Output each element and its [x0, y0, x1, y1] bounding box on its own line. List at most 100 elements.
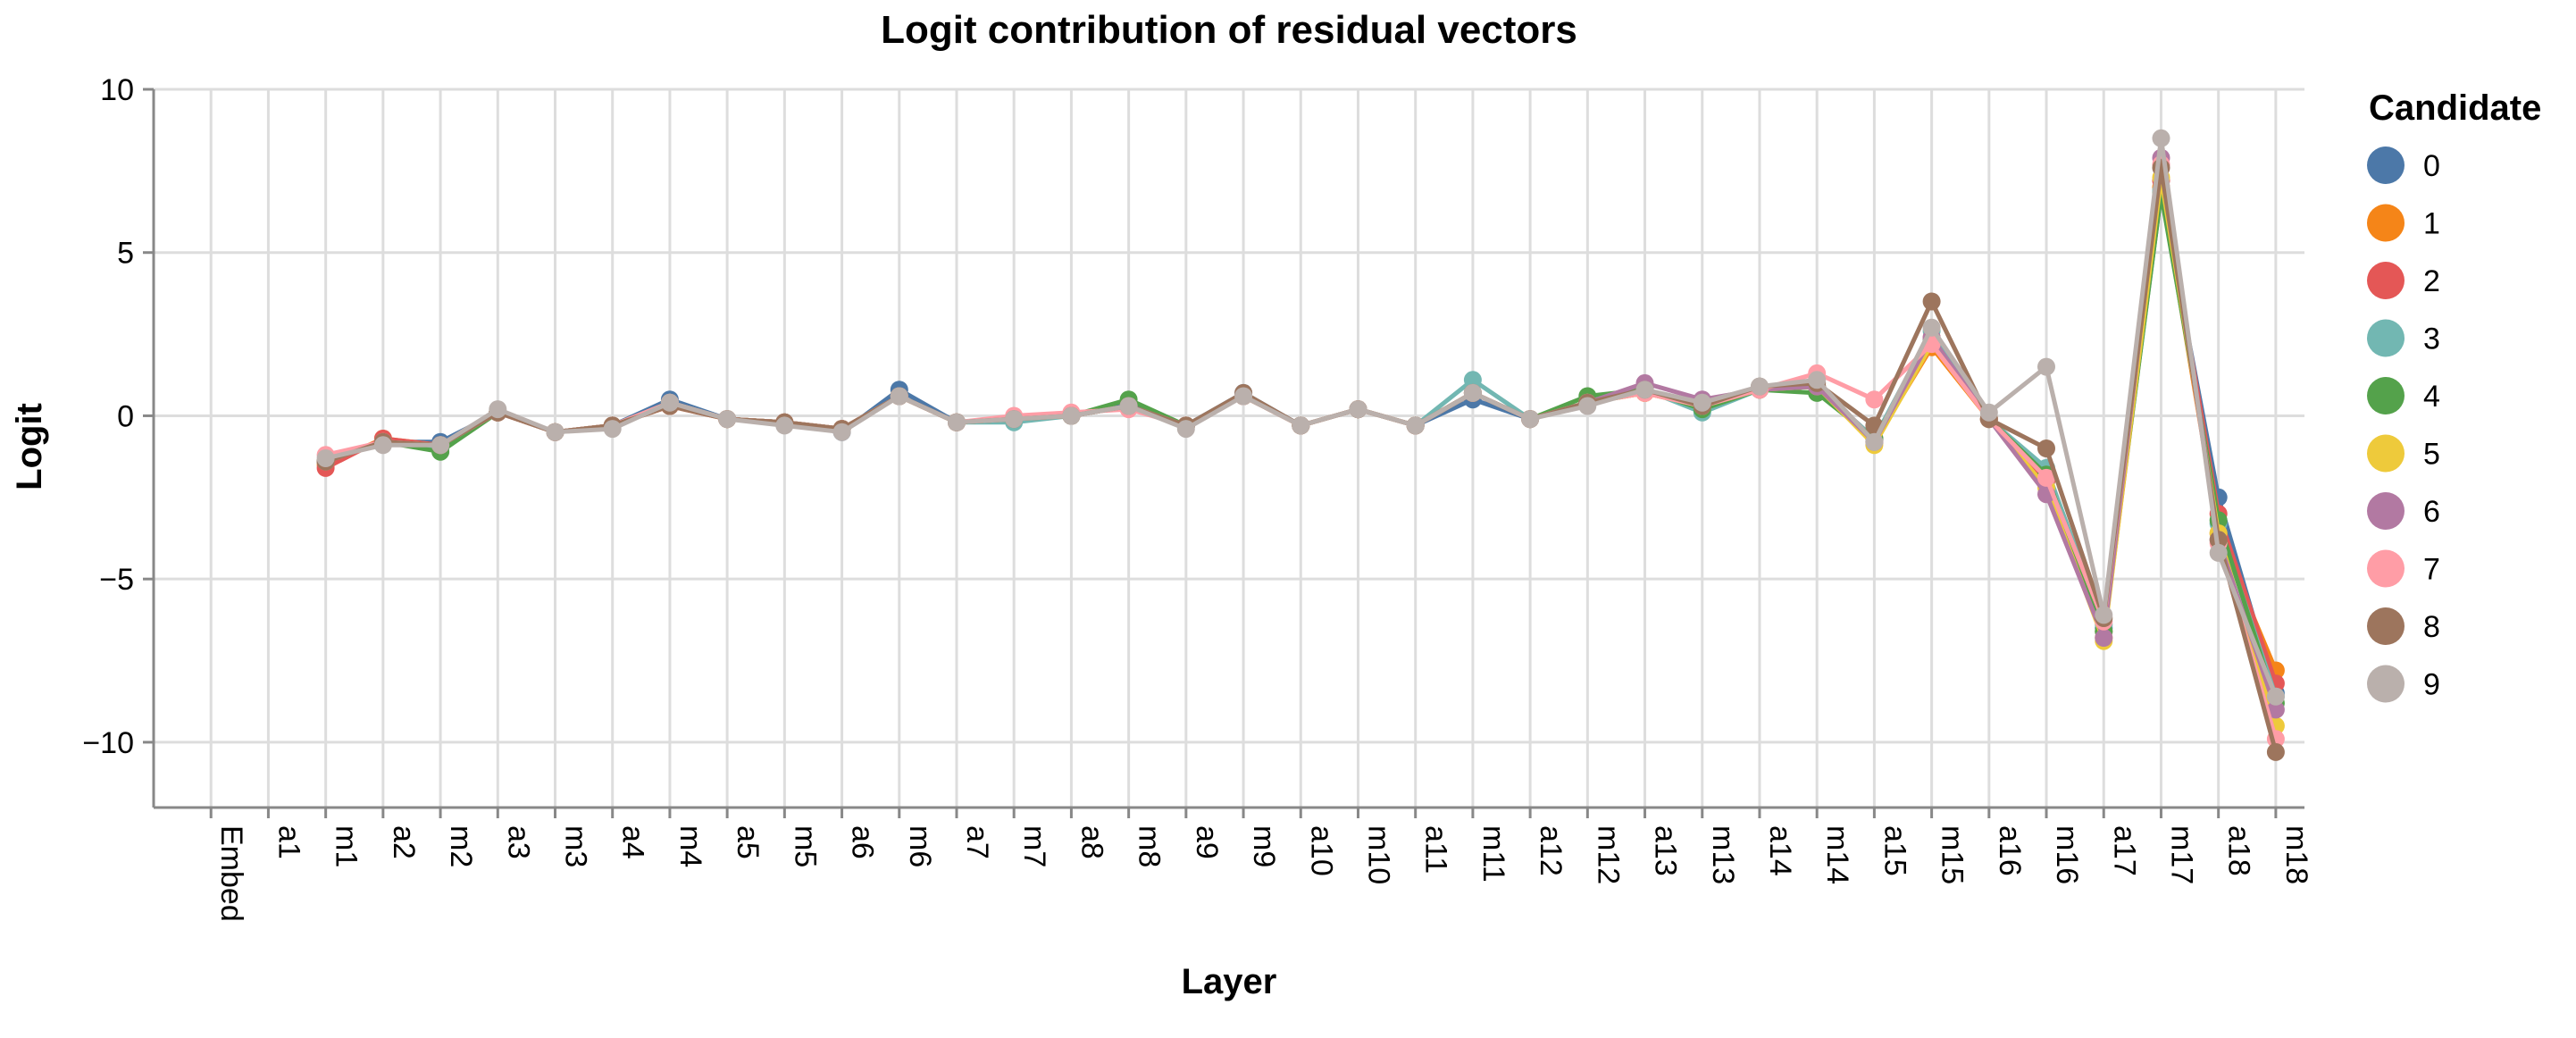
- data-point-9-a12: [1521, 410, 1540, 429]
- legend-item-8: 8: [2367, 607, 2440, 645]
- x-tick-label: a5: [731, 825, 765, 859]
- data-point-9-a13: [1635, 381, 1654, 399]
- x-tick-label: a15: [1878, 825, 1911, 876]
- data-point-9-m11: [1463, 383, 1482, 402]
- x-tick-label: Embed: [214, 825, 248, 922]
- data-point-7-a15: [1865, 390, 1884, 409]
- legend-swatch-1: [2367, 204, 2405, 242]
- x-tick-label: m4: [673, 825, 707, 867]
- x-tick-label: a4: [616, 825, 650, 859]
- x-tick-label: m7: [1017, 825, 1051, 867]
- legend-title: Candidate: [2369, 88, 2541, 128]
- legend-swatch-4: [2367, 377, 2405, 414]
- chart-title: Logit contribution of residual vectors: [881, 8, 1577, 52]
- legend-label-5: 5: [2423, 438, 2440, 472]
- x-tick-label: a9: [1190, 825, 1224, 859]
- x-tick-label: a7: [960, 825, 994, 859]
- data-point-9-m15: [1922, 318, 1941, 337]
- x-tick-label: a8: [1075, 825, 1108, 859]
- data-point-9-m12: [1578, 397, 1597, 415]
- data-point-9-a6: [832, 423, 851, 441]
- legend-label-0: 0: [2423, 149, 2440, 183]
- x-tick-label: a11: [1419, 825, 1453, 874]
- data-point-3-m11: [1463, 371, 1482, 389]
- data-point-9-m14: [1808, 371, 1827, 389]
- x-tick-label: m14: [1820, 825, 1854, 884]
- x-tick-label: a2: [387, 825, 421, 859]
- legend-label-6: 6: [2423, 495, 2440, 529]
- gridlines: [154, 88, 2304, 808]
- data-point-9-m3: [546, 423, 565, 441]
- y-axis-title: Logit: [10, 403, 49, 490]
- legend-item-9: 9: [2367, 665, 2440, 703]
- y-tick-label: 5: [117, 237, 134, 271]
- data-point-9-a14: [1751, 377, 1769, 396]
- data-point-9-m8: [1119, 397, 1138, 415]
- data-point-9-a8: [1062, 406, 1081, 425]
- data-point-9-a18: [2209, 543, 2228, 562]
- y-tick-label: 0: [117, 399, 134, 433]
- x-tick-label: a1: [272, 825, 305, 859]
- series-lines: [316, 129, 2285, 761]
- data-point-9-m6: [890, 387, 908, 406]
- x-tick-label: a3: [501, 825, 535, 859]
- x-tick-label: a18: [2222, 825, 2256, 876]
- legend-item-6: 6: [2367, 492, 2440, 530]
- legend-label-3: 3: [2423, 322, 2440, 356]
- x-tick-label: m2: [444, 825, 478, 867]
- data-point-9-a7: [948, 413, 966, 431]
- x-tick-label: a13: [1649, 825, 1683, 876]
- legend-label-9: 9: [2423, 668, 2440, 702]
- data-point-9-m13: [1693, 393, 1711, 412]
- x-tick-label: a6: [846, 825, 880, 859]
- x-tick-label: m5: [788, 825, 822, 867]
- legend-item-1: 1: [2367, 204, 2440, 242]
- x-tick-label: a10: [1304, 825, 1338, 876]
- data-point-9-a3: [489, 400, 507, 419]
- data-point-9-a16: [1979, 403, 1998, 422]
- data-point-9-m17: [2152, 129, 2170, 147]
- x-tick-label: m6: [903, 825, 937, 867]
- data-point-9-m1: [316, 449, 335, 467]
- x-tick-label: m3: [558, 825, 592, 867]
- legend-swatch-0: [2367, 146, 2405, 184]
- data-point-9-a17: [2095, 606, 2113, 624]
- x-tick-label: a16: [1993, 825, 2027, 876]
- data-point-6-a17: [2095, 629, 2113, 647]
- legend-swatch-9: [2367, 665, 2405, 703]
- data-point-9-m7: [1005, 410, 1024, 429]
- data-point-9-m2: [431, 436, 450, 455]
- legend-swatch-8: [2367, 607, 2405, 645]
- legend: Candidate 0 1 2 3 4 5 6 7 8 9: [2367, 88, 2541, 703]
- x-tick-label: m17: [2164, 825, 2198, 884]
- legend-label-7: 7: [2423, 553, 2440, 587]
- data-point-9-a2: [373, 436, 392, 455]
- data-point-9-m4: [660, 393, 679, 412]
- x-axis-title: Layer: [1182, 962, 1277, 1001]
- data-point-9-a15: [1865, 432, 1884, 451]
- series-9: [316, 129, 2285, 706]
- x-tick-label: m12: [1591, 825, 1625, 884]
- data-point-9-m18: [2266, 687, 2285, 706]
- data-point-6-m18: [2266, 700, 2285, 719]
- x-tick-label: m10: [1361, 825, 1395, 884]
- legend-item-2: 2: [2367, 262, 2440, 299]
- data-point-9-m16: [2037, 357, 2055, 376]
- x-tick-label: m16: [2050, 825, 2084, 884]
- x-tick-label: m13: [1706, 825, 1740, 884]
- x-tick-label: a17: [2107, 825, 2141, 876]
- data-point-8-m15: [1922, 292, 1941, 311]
- legend-item-3: 3: [2367, 319, 2440, 357]
- data-point-9-m10: [1349, 400, 1367, 419]
- legend-item-0: 0: [2367, 146, 2440, 184]
- data-point-9-a11: [1406, 416, 1425, 435]
- x-tick-label: m15: [1936, 825, 1970, 884]
- legend-swatch-2: [2367, 262, 2405, 299]
- x-tick-label: a12: [1534, 825, 1568, 876]
- x-tick-label: m9: [1247, 825, 1281, 867]
- legend-swatch-3: [2367, 319, 2405, 357]
- legend-swatch-6: [2367, 492, 2405, 530]
- legend-swatch-7: [2367, 549, 2405, 588]
- data-point-8-m18: [2266, 742, 2285, 761]
